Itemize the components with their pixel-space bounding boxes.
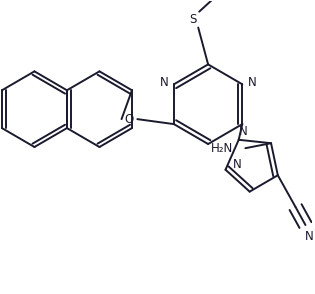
Text: N: N	[160, 76, 169, 89]
Text: N: N	[248, 76, 257, 89]
Text: N: N	[239, 125, 248, 138]
Text: H₂N: H₂N	[211, 142, 233, 155]
Text: S: S	[190, 13, 197, 26]
Text: N: N	[305, 230, 314, 243]
Text: N: N	[233, 158, 242, 171]
Text: O: O	[125, 113, 134, 126]
